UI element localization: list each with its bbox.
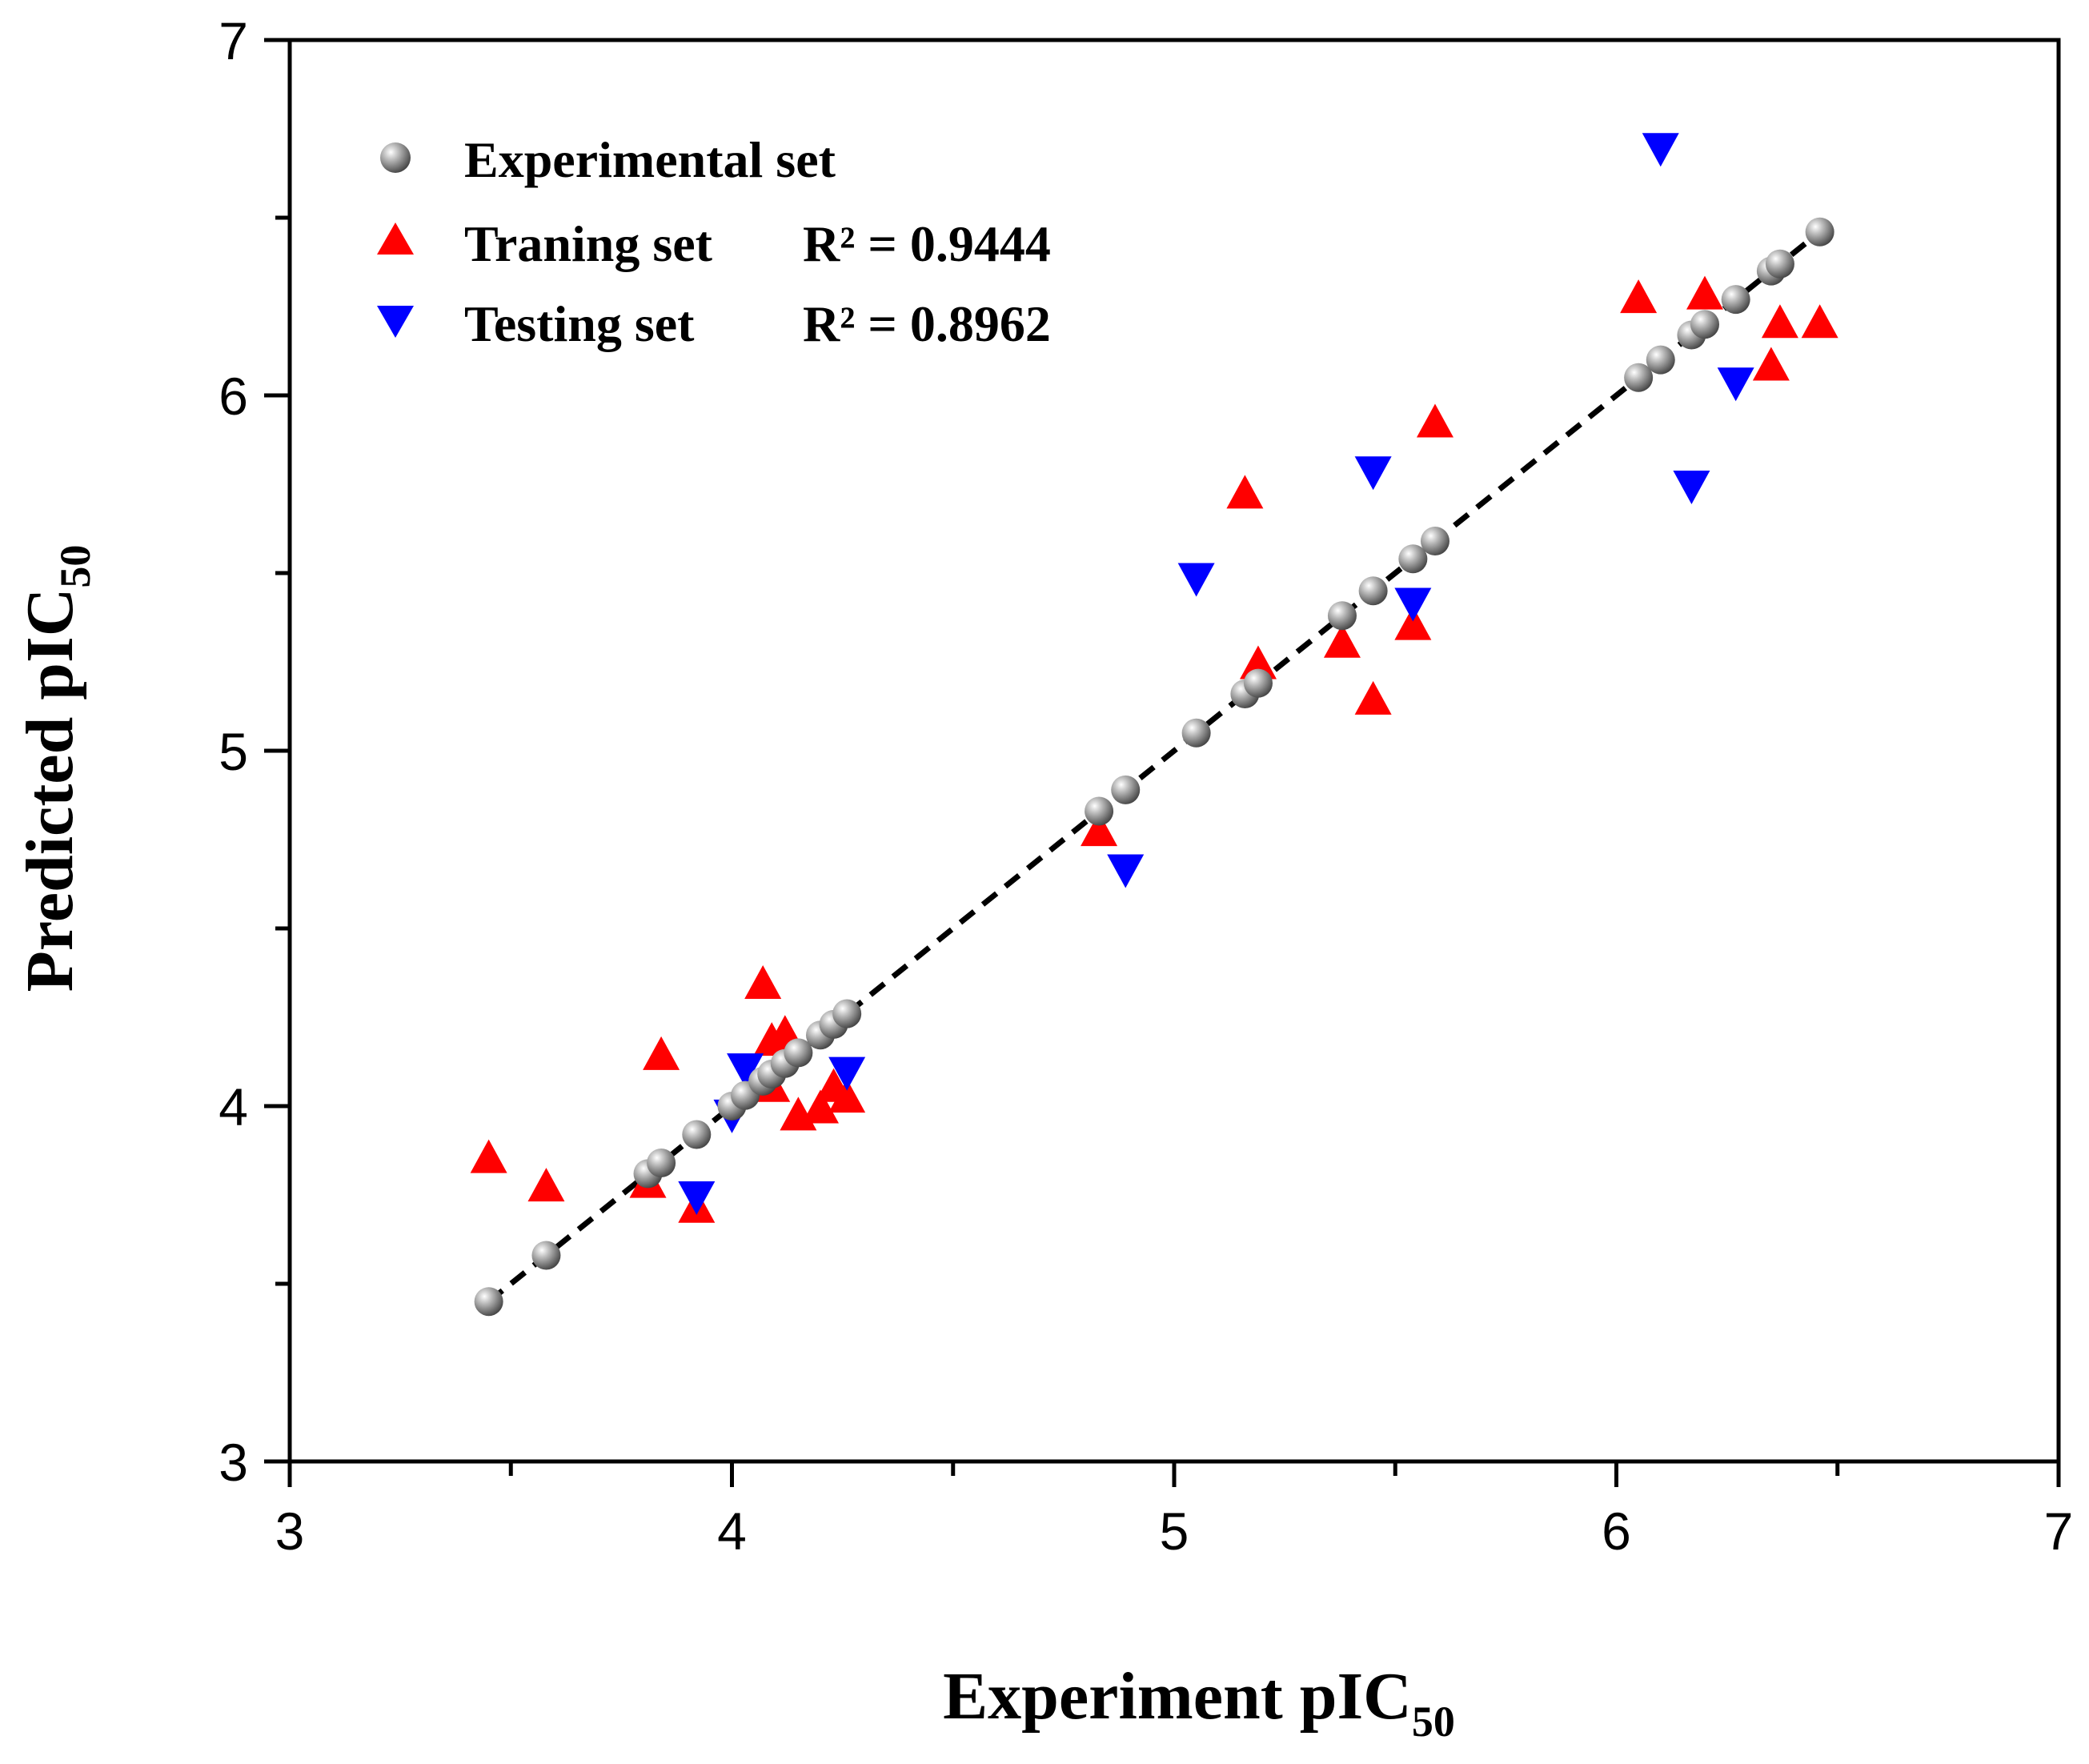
- point-experimental: [474, 1287, 503, 1317]
- point-experimental: [531, 1241, 561, 1270]
- x-tick-label: 7: [2044, 1501, 2074, 1561]
- x-axis-title-subscript: 50: [1412, 1698, 1455, 1746]
- axis-ticks: 3 4 5 6 7 3 4 5 6 7: [219, 11, 2073, 1561]
- point-training: [1226, 475, 1264, 509]
- y-tick-label: 4: [219, 1077, 248, 1137]
- y-axis-title-main: Predicted pIC: [13, 588, 87, 992]
- x-tick-label: 4: [717, 1501, 747, 1561]
- point-training: [1620, 279, 1658, 314]
- y-tick-label: 6: [219, 367, 248, 426]
- point-experimental: [1721, 285, 1750, 315]
- point-training: [1354, 680, 1392, 715]
- point-training: [1239, 645, 1277, 680]
- x-axis-title: Experiment pIC50: [943, 1659, 1455, 1746]
- point-testing: [1673, 471, 1710, 504]
- point-training: [802, 1089, 839, 1124]
- point-testing: [678, 1181, 716, 1215]
- legend-label-testing: Testing set: [464, 295, 695, 352]
- point-experimental: [682, 1120, 712, 1149]
- point-testing: [1717, 367, 1754, 402]
- y-axis-title-subscript: 50: [51, 545, 99, 588]
- point-training: [1686, 275, 1723, 310]
- point-training: [1801, 304, 1838, 339]
- x-tick-label: 3: [275, 1501, 305, 1561]
- legend-marker-testing: [377, 306, 414, 338]
- x-tick-label: 6: [1602, 1501, 1631, 1561]
- legend-label-training: Traning set: [464, 215, 713, 272]
- point-experimental: [1805, 217, 1834, 247]
- x-tick-label: 5: [1160, 1501, 1189, 1561]
- data-points: [470, 133, 1838, 1317]
- point-experimental: [1398, 544, 1428, 574]
- point-testing: [1642, 133, 1679, 167]
- point-testing: [1354, 456, 1392, 491]
- point-experimental: [832, 999, 862, 1028]
- point-experimental: [784, 1038, 813, 1068]
- point-training: [1081, 812, 1118, 847]
- point-testing: [1107, 854, 1145, 888]
- point-experimental: [1243, 668, 1273, 698]
- point-training: [1416, 403, 1453, 438]
- point-training: [1752, 347, 1790, 381]
- point-experimental: [1327, 601, 1357, 631]
- point-experimental: [647, 1149, 676, 1178]
- point-testing: [1394, 587, 1432, 622]
- y-tick-label: 7: [219, 11, 248, 70]
- regression-line: [487, 233, 1818, 1304]
- point-training: [1394, 606, 1432, 640]
- point-experimental: [1624, 363, 1654, 392]
- point-training: [744, 965, 782, 1000]
- point-experimental: [1646, 345, 1675, 375]
- legend-r2-training: R² = 0.9444: [803, 215, 1051, 272]
- point-experimental: [1420, 527, 1449, 556]
- legend-marker-training: [377, 223, 414, 255]
- point-training: [1761, 304, 1798, 339]
- point-testing: [828, 1056, 866, 1091]
- legend-marker-experimental: [380, 142, 411, 173]
- point-experimental: [1181, 718, 1211, 748]
- point-experimental: [1358, 576, 1388, 606]
- point-experimental: [1111, 775, 1141, 804]
- point-training: [470, 1139, 507, 1173]
- y-tick-label: 5: [219, 722, 248, 781]
- point-experimental: [1085, 796, 1114, 826]
- point-training: [828, 1079, 866, 1113]
- point-testing: [1177, 563, 1215, 597]
- y-axis-title: Predicted pIC50: [13, 545, 99, 992]
- point-training: [643, 1036, 680, 1070]
- point-testing: [727, 1053, 764, 1088]
- point-training: [527, 1168, 565, 1202]
- legend: Experimental set Traning set R² = 0.9444…: [377, 131, 1051, 352]
- legend-r2-testing: R² = 0.8962: [803, 295, 1051, 352]
- legend-label-experimental: Experimental set: [464, 131, 836, 188]
- point-training: [1323, 623, 1361, 658]
- point-experimental: [1690, 310, 1719, 339]
- point-experimental: [1765, 249, 1794, 279]
- y-tick-label: 3: [219, 1433, 248, 1492]
- x-axis-title-main: Experiment pIC: [943, 1659, 1412, 1734]
- fit-line-layer: [487, 233, 1818, 1304]
